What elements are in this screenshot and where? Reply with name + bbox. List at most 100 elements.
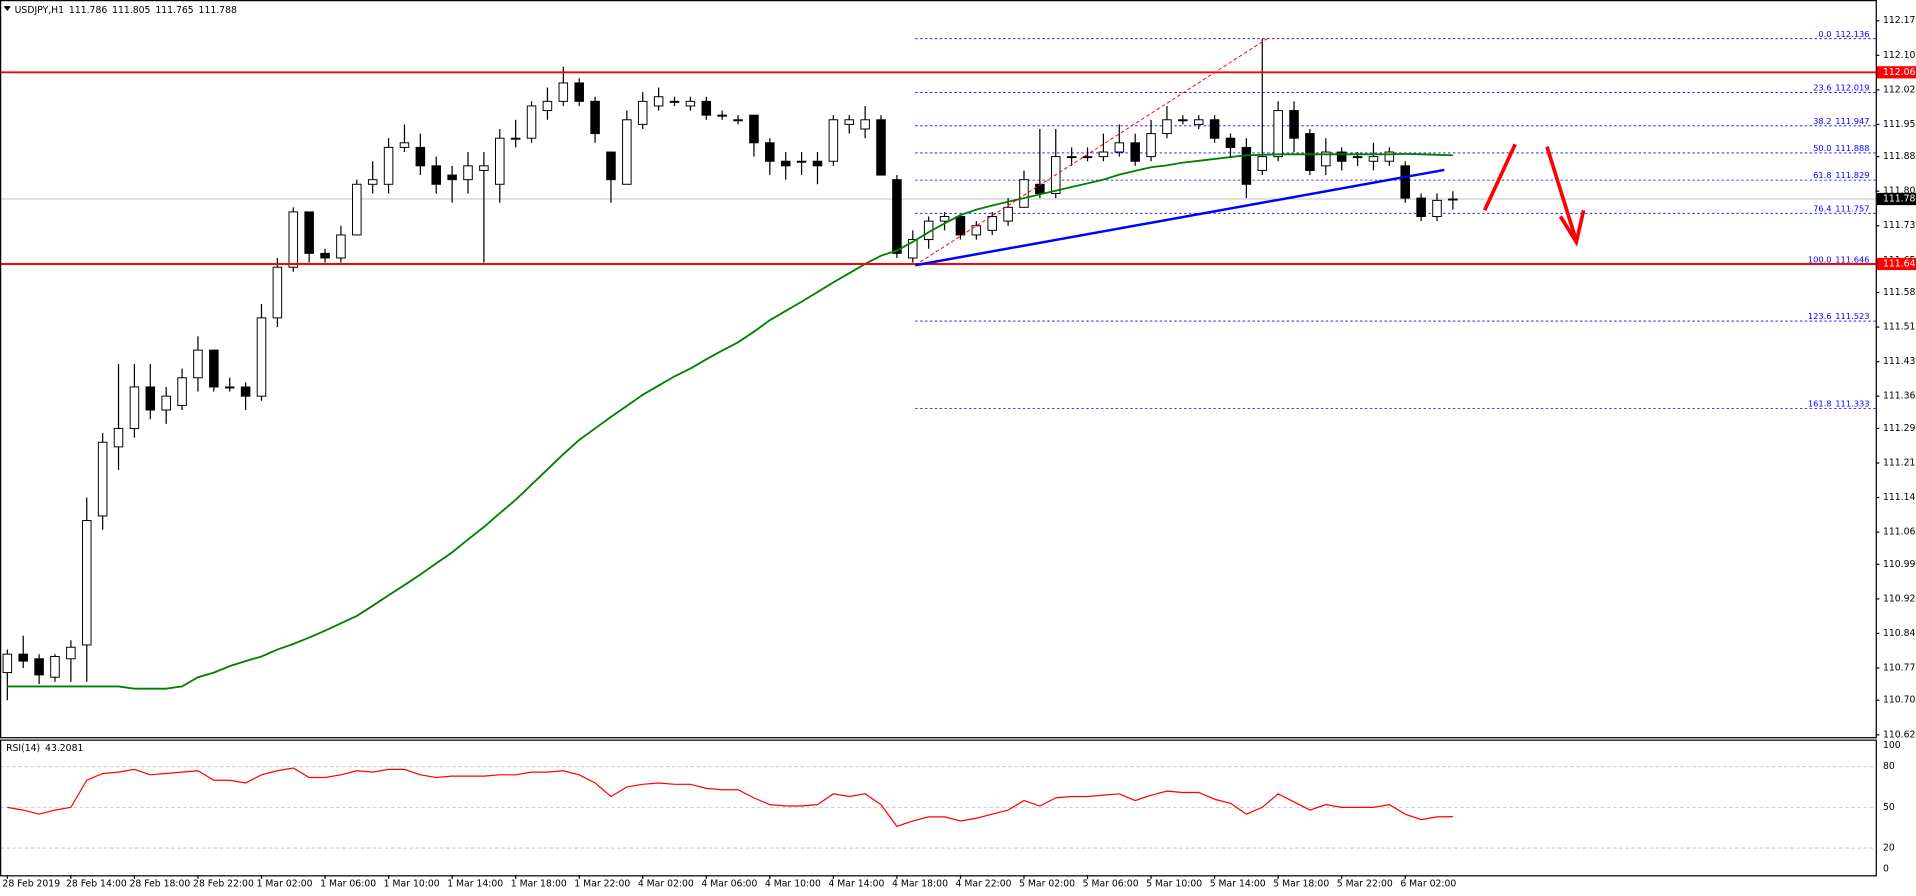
candle-body <box>1448 198 1458 201</box>
candle-body <box>733 119 743 122</box>
candle-body <box>1162 119 1172 135</box>
candle-body <box>1384 151 1395 162</box>
y-tick-label: 20 <box>1883 843 1895 854</box>
y-tick-label: 111.065 <box>1883 527 1916 538</box>
candle-body <box>717 114 727 117</box>
candle-body <box>796 160 807 163</box>
x-tick-label: 4 Mar 22:00 <box>956 878 1012 889</box>
fib-label: 100.0 111.646 <box>1808 254 1870 264</box>
fib-price: 111.646 <box>1835 254 1869 264</box>
x-tick-label: 4 Mar 02:00 <box>638 878 694 889</box>
fib-label: 0.0 112.136 <box>1818 28 1869 38</box>
x-tick-label: 5 Mar 06:00 <box>1083 878 1139 889</box>
arrow-up <box>1482 143 1517 212</box>
candle-body <box>240 386 251 397</box>
plot-area: 112.175 112.100 112.025 111.950 111.880 111.8… <box>0 15 1916 889</box>
trend-line <box>915 168 1445 267</box>
candle-body <box>1066 156 1077 159</box>
candle-body <box>193 349 203 379</box>
candle-body <box>66 646 76 660</box>
candle-body <box>1130 142 1140 162</box>
candle-body <box>81 520 92 646</box>
x-tick-label: 4 Mar 14:00 <box>828 878 884 889</box>
x-tick-label: 5 Mar 10:00 <box>1146 878 1202 889</box>
current-price-box <box>1876 192 1916 206</box>
x-tick-label: 5 Mar 14:00 <box>1210 878 1266 889</box>
fib-ratio: 76.4 <box>1813 203 1831 213</box>
candle-body <box>1035 183 1045 194</box>
main-panel-border <box>0 0 1877 739</box>
candle-body <box>1400 165 1410 199</box>
candle-body <box>177 377 187 406</box>
candle-body <box>1305 133 1315 171</box>
y-tick-label: 100 <box>1883 740 1901 751</box>
y-tick-label: 110.995 <box>1883 559 1916 570</box>
candle-body <box>1178 119 1188 122</box>
candle-body <box>145 386 156 411</box>
candle-body <box>1082 156 1093 159</box>
menu-icon <box>3 6 11 12</box>
candle-body <box>209 349 219 388</box>
candle-body <box>1225 137 1236 148</box>
last-open: 111.786 <box>69 4 107 15</box>
candle-body <box>50 655 60 678</box>
fib-label: 61.8 111.829 <box>1813 170 1869 180</box>
candle-body <box>304 211 314 254</box>
y-tick-label: 80 <box>1883 761 1895 772</box>
candle-body <box>955 216 966 236</box>
candle-body <box>1321 151 1331 167</box>
fib-ratio: 23.6 <box>1813 82 1831 92</box>
candle-body <box>1432 199 1442 218</box>
candle-body <box>876 119 886 176</box>
x-tick-label: 4 Mar 10:00 <box>765 878 821 889</box>
y-tick-label: 111.585 <box>1883 287 1916 298</box>
candle-body <box>1146 133 1156 158</box>
current-price-label: 111.788 <box>1883 194 1916 205</box>
candle-body <box>637 100 648 125</box>
arrow-head <box>1558 209 1586 247</box>
candle-body <box>908 239 918 259</box>
candle-body <box>1019 179 1029 208</box>
fib-price: 111.888 <box>1835 143 1869 153</box>
fib-price: 112.136 <box>1835 28 1869 38</box>
fib-price: 111.757 <box>1835 203 1869 213</box>
candle-body <box>653 96 664 107</box>
rsi-last: 43.2081 <box>45 743 83 754</box>
y-tick-label: 110.700 <box>1883 695 1916 706</box>
y-tick-label: 111.290 <box>1883 423 1916 434</box>
candle-body <box>1209 119 1220 139</box>
last-low: 111.765 <box>155 4 193 15</box>
fib-price: 111.829 <box>1835 170 1869 180</box>
candle-body <box>749 114 759 144</box>
candle-body <box>987 216 997 231</box>
candle-body <box>860 119 870 130</box>
candle-body <box>622 119 632 185</box>
y-tick-label: 0 <box>1883 864 1889 875</box>
y-tick-label: 111.435 <box>1883 356 1916 367</box>
candle-body <box>701 100 712 116</box>
candle-body <box>1241 146 1252 185</box>
candle-body <box>2 653 13 674</box>
candle-body <box>224 386 235 389</box>
x-tick-label: 5 Mar 18:00 <box>1273 878 1329 889</box>
candle-body <box>479 165 489 171</box>
level-label: 112.063 <box>1883 67 1916 78</box>
rsi-header: RSI(14) 43.2081 <box>6 743 83 754</box>
y-tick-label: 111.215 <box>1883 457 1916 468</box>
fib-ratio: 0.0 <box>1818 28 1831 38</box>
rsi-panel-border <box>0 739 1877 877</box>
fib-ratio: 123.6 <box>1808 311 1832 321</box>
x-tick-label: 1 Mar 18:00 <box>511 878 567 889</box>
candle-body <box>431 165 441 185</box>
fib-price: 111.333 <box>1835 398 1869 408</box>
fib-label: 23.6 112.019 <box>1813 82 1869 92</box>
x-tick-label: 4 Mar 06:00 <box>701 878 757 889</box>
candle-body <box>542 100 553 112</box>
candle-body <box>463 165 473 181</box>
fib-ratio: 61.8 <box>1813 170 1831 180</box>
y-tick-label: 110.625 <box>1883 729 1916 740</box>
y-tick-label: 112.025 <box>1883 84 1916 95</box>
candle-body <box>765 142 775 162</box>
